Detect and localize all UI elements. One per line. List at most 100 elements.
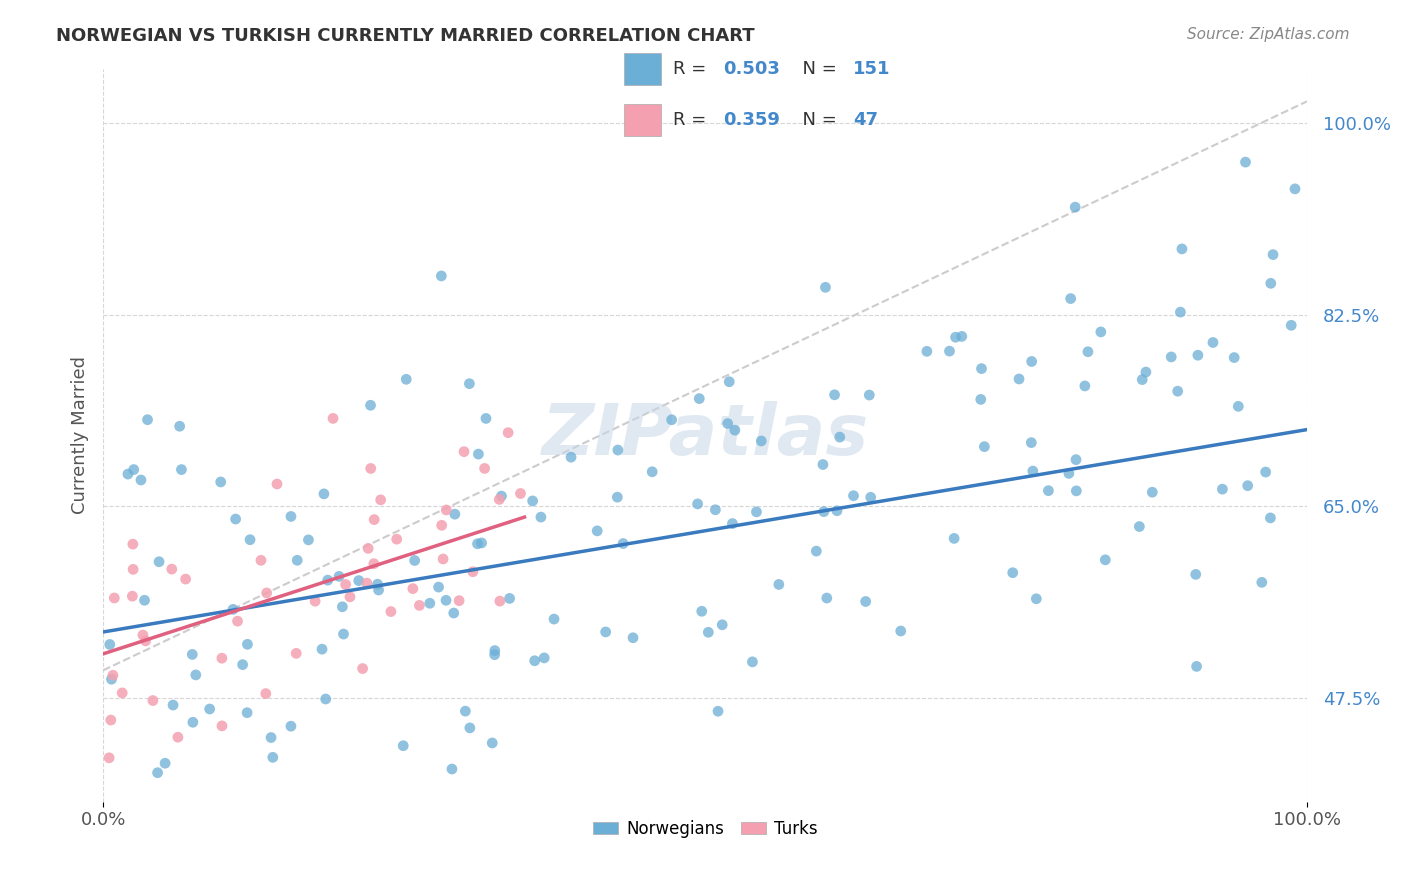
Point xyxy=(392,739,415,753)
Point xyxy=(1160,350,1182,364)
Point xyxy=(523,654,546,668)
Point xyxy=(458,376,481,391)
Point xyxy=(170,462,193,476)
Point xyxy=(332,599,354,614)
Point xyxy=(1090,325,1112,339)
Text: N =: N = xyxy=(792,112,842,129)
Point xyxy=(134,593,156,607)
Point xyxy=(167,730,190,744)
Point xyxy=(256,586,278,600)
Point xyxy=(496,425,519,440)
Point xyxy=(280,719,302,733)
Point xyxy=(690,604,713,618)
Point xyxy=(181,648,204,662)
Point xyxy=(430,518,453,533)
Point xyxy=(98,637,121,651)
Point xyxy=(280,509,302,524)
Point xyxy=(262,750,284,764)
Point xyxy=(169,419,191,434)
Point xyxy=(285,646,308,660)
Point xyxy=(312,487,335,501)
Point xyxy=(239,533,262,547)
Point xyxy=(1187,348,1209,362)
Point xyxy=(806,544,828,558)
Text: N =: N = xyxy=(792,60,842,78)
Point xyxy=(285,553,308,567)
Point xyxy=(430,268,453,283)
Point xyxy=(408,599,430,613)
Point xyxy=(1021,354,1043,368)
Point xyxy=(621,631,644,645)
Point xyxy=(236,706,259,720)
Point xyxy=(717,417,740,431)
Point xyxy=(890,624,912,638)
Text: 151: 151 xyxy=(853,60,890,78)
Point xyxy=(236,637,259,651)
Point xyxy=(467,447,489,461)
Point xyxy=(360,398,382,412)
Point xyxy=(1211,482,1233,496)
Point xyxy=(132,628,155,642)
Point xyxy=(661,413,683,427)
Point xyxy=(432,552,454,566)
Point xyxy=(135,634,157,648)
Point xyxy=(481,736,503,750)
Point xyxy=(1250,575,1272,590)
Point xyxy=(704,502,727,516)
Point xyxy=(814,280,837,294)
Point xyxy=(707,704,730,718)
Point xyxy=(915,344,938,359)
Point xyxy=(209,475,232,489)
Point xyxy=(950,329,973,343)
Point xyxy=(1227,400,1250,414)
Point xyxy=(395,372,418,386)
Point xyxy=(1074,379,1097,393)
Point xyxy=(471,536,494,550)
Point xyxy=(461,565,484,579)
Point xyxy=(100,672,122,686)
Point xyxy=(103,591,125,605)
Text: R =: R = xyxy=(673,112,713,129)
Point xyxy=(606,443,628,458)
Point xyxy=(943,532,966,546)
Point xyxy=(484,643,506,657)
Point xyxy=(1038,483,1060,498)
Point xyxy=(1171,242,1194,256)
Point xyxy=(973,440,995,454)
FancyBboxPatch shape xyxy=(624,53,661,85)
Point xyxy=(606,490,628,504)
Point xyxy=(688,392,710,406)
Point xyxy=(453,444,475,458)
Text: R =: R = xyxy=(673,60,713,78)
Point xyxy=(328,569,350,583)
Point xyxy=(357,541,380,556)
Point xyxy=(1254,465,1277,479)
Point xyxy=(1261,247,1284,261)
Text: 0.359: 0.359 xyxy=(723,112,780,129)
Text: Source: ZipAtlas.com: Source: ZipAtlas.com xyxy=(1187,27,1350,42)
Point xyxy=(491,489,513,503)
Point xyxy=(360,461,382,475)
Point xyxy=(970,361,993,376)
Point xyxy=(475,411,498,425)
Point xyxy=(122,462,145,476)
Point xyxy=(1064,452,1087,467)
Point xyxy=(458,721,481,735)
Point xyxy=(1234,155,1257,169)
Point xyxy=(745,505,768,519)
Point xyxy=(142,693,165,707)
Point xyxy=(858,388,880,402)
Point xyxy=(641,465,664,479)
Point xyxy=(522,494,544,508)
Point xyxy=(1184,567,1206,582)
Y-axis label: Currently Married: Currently Married xyxy=(72,356,89,514)
Point xyxy=(1142,485,1164,500)
Point xyxy=(467,537,489,551)
Point xyxy=(595,624,617,639)
Point xyxy=(859,491,882,505)
Point xyxy=(419,596,441,610)
Point xyxy=(316,573,339,587)
Point xyxy=(449,593,471,607)
Point xyxy=(1059,292,1081,306)
Point xyxy=(945,330,967,344)
